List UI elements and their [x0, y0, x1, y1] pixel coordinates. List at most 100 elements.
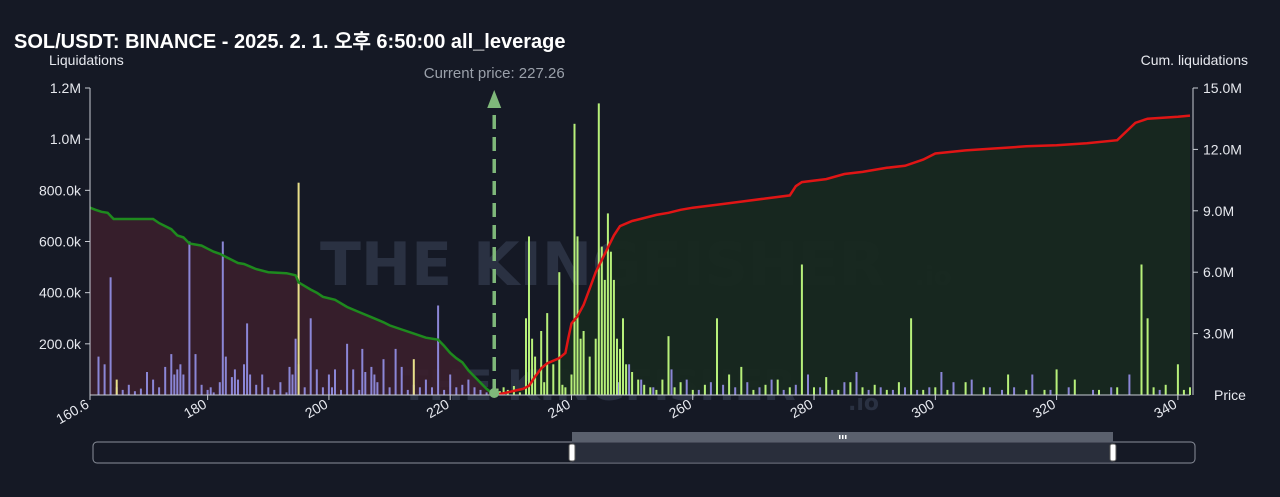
long-liquidation-bar-blue — [904, 387, 906, 395]
long-liquidation-bar — [716, 318, 718, 396]
long-liquidation-bar-blue — [1128, 374, 1131, 395]
short-liquidation-bar — [246, 323, 249, 395]
long-liquidation-bar — [616, 338, 618, 395]
long-liquidation-bar-blue — [697, 389, 700, 395]
short-liquidation-bar — [121, 389, 124, 395]
current-price-label: Current price: 227.26 — [424, 65, 565, 82]
long-liquidation-bar-blue — [940, 372, 943, 395]
short-liquidation-bar — [431, 387, 433, 395]
long-liquidation-bar — [588, 356, 591, 395]
short-liquidation-bar — [212, 392, 215, 395]
long-liquidation-bar — [540, 331, 543, 395]
long-liquidation-bar — [637, 379, 640, 395]
x-axis-title: Price — [1214, 387, 1246, 403]
range-slider[interactable] — [92, 432, 1196, 464]
long-liquidation-bar — [1182, 389, 1185, 395]
long-liquidation-bar — [528, 236, 530, 395]
short-liquidation-bar — [133, 391, 136, 395]
short-liquidation-bar — [485, 392, 488, 395]
short-liquidation-bar — [321, 387, 324, 395]
short-liquidation-bar — [340, 389, 342, 395]
short-liquidation-bar — [406, 389, 409, 395]
short-liquidation-bar — [327, 374, 330, 395]
short-liquidation-bar — [303, 387, 306, 395]
range-slider-grip-icon[interactable] — [839, 435, 847, 439]
long-liquidation-bar — [667, 336, 670, 395]
long-liquidation-bar-blue — [770, 379, 773, 395]
short-liquidation-bar — [479, 389, 482, 395]
long-liquidation-bar — [570, 374, 573, 395]
long-liquidation-bar — [643, 384, 646, 395]
long-liquidation-bar-blue — [746, 382, 749, 395]
y-tick-label: 200.0k — [39, 336, 82, 352]
long-liquidation-bar-blue — [670, 369, 673, 395]
short-liquidation-bar — [370, 366, 373, 395]
short-liquidation-bar — [309, 318, 312, 396]
long-liquidation-bar — [691, 389, 694, 395]
short-liquidation-bar — [291, 374, 294, 395]
long-liquidation-bar — [502, 387, 505, 395]
short-liquidation-bar — [194, 354, 197, 395]
long-liquidation-bar — [679, 382, 682, 395]
y-tick-label: 1.0M — [50, 131, 81, 147]
long-liquidation-bar — [740, 366, 743, 395]
short-liquidation-bar — [249, 374, 252, 395]
current-price-arrow-icon — [487, 90, 502, 108]
long-liquidation-bar-blue — [928, 387, 931, 395]
short-liquidation-bar — [273, 389, 276, 395]
long-liquidation-bar — [612, 279, 615, 395]
long-liquidation-bar — [1140, 264, 1143, 395]
y-axis-title: Liquidations — [49, 52, 124, 68]
short-liquidation-bar — [179, 364, 182, 395]
long-liquidation-bar — [625, 364, 628, 395]
cum-long-line — [493, 114, 1191, 397]
short-liquidation-bar — [209, 387, 212, 395]
long-liquidation-bar-blue — [970, 379, 973, 395]
long-liquidation-bar — [934, 387, 937, 395]
short-liquidation-bar — [176, 369, 179, 395]
short-liquidation-bar — [388, 387, 391, 395]
short-liquidation-bar — [376, 382, 379, 395]
long-liquidation-bar-blue — [617, 382, 620, 395]
short-liquidation-bar — [206, 389, 209, 395]
long-liquidation-bar-blue — [652, 387, 655, 395]
short-liquidation-bar — [288, 366, 291, 395]
long-liquidation-bar — [649, 387, 652, 395]
long-liquidation-bar — [582, 331, 585, 395]
range-slider-right-handle[interactable] — [1109, 443, 1117, 462]
y2-tick-label: 15.0M — [1203, 80, 1242, 96]
short-liquidation-bar — [461, 384, 464, 395]
short-liquidation-bar — [170, 354, 173, 395]
long-liquidation-bar — [552, 364, 555, 395]
y2-tick-label: 9.0M — [1203, 203, 1234, 219]
long-liquidation-bar — [606, 213, 609, 395]
long-liquidation-bar — [1152, 387, 1155, 395]
long-liquidation-bar — [813, 387, 815, 395]
short-liquidation-bar — [255, 384, 258, 395]
short-liquidation-bar — [158, 387, 161, 395]
short-liquidation-bar — [233, 369, 236, 395]
short-liquidation-bar — [467, 379, 470, 395]
short-liquidation-bar — [279, 382, 282, 395]
long-liquidation-bar — [861, 387, 864, 395]
short-liquidation-bar — [437, 305, 440, 395]
short-liquidation-bar — [400, 366, 403, 395]
y2-tick-label: 6.0M — [1203, 264, 1234, 280]
long-liquidation-bar — [619, 348, 621, 395]
short-liquidation-bar — [127, 384, 130, 395]
range-slider-left-handle[interactable] — [568, 443, 576, 462]
long-liquidation-bar-blue — [1067, 387, 1070, 395]
short-liquidation-bar — [334, 369, 336, 395]
short-liquidation-bar — [173, 374, 176, 395]
long-liquidation-bar-blue — [843, 382, 846, 395]
long-liquidation-bar — [788, 387, 791, 395]
long-liquidation-bar — [525, 318, 527, 396]
short-liquidation-bar-yellow — [297, 182, 300, 395]
short-liquidation-bar — [243, 364, 245, 395]
long-liquidation-bar — [609, 251, 612, 395]
short-liquidation-bar — [139, 388, 142, 395]
short-liquidation-bar — [267, 387, 270, 395]
long-liquidation-bar — [1025, 389, 1028, 395]
long-liquidation-bar-blue — [1158, 389, 1161, 395]
chart-title: SOL/USDT: BINANCE - 2025. 2. 1. 오후 6:50:… — [14, 30, 565, 53]
